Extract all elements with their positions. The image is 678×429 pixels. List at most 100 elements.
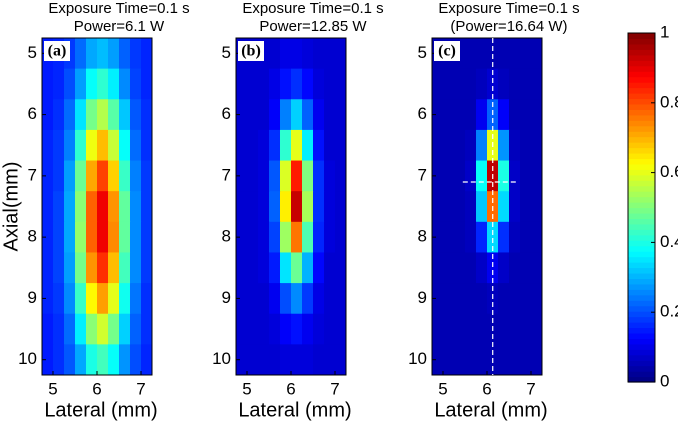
colorbar-swatch [628,305,655,312]
heat-cell [75,160,87,192]
heat-cell [280,344,292,376]
heat-cell [520,38,532,70]
panel-label: (c) [438,43,456,60]
colorbar-swatch [628,65,655,72]
colorbar-swatch [628,76,655,83]
heat-cell [130,252,142,284]
heat-cell [531,344,543,376]
heat-cell [269,283,281,315]
heat-cell [130,99,142,131]
heat-cell [313,68,325,100]
heat-cell [476,221,488,253]
colorbar-swatch [628,131,655,138]
heat-cell [141,68,153,100]
colorbar-swatch [628,49,655,56]
colorbar-swatch [628,365,655,372]
heat-cell [443,344,455,376]
heat-cell [531,221,543,253]
panel-subtitle: (Power=16.64 W) [450,18,567,35]
heat-cell [86,221,98,253]
x-axis-label: Lateral (mm) [434,399,547,421]
heat-cell [324,191,336,223]
heat-cell [86,160,98,192]
y-tick-label: 10 [212,349,231,368]
heat-cell [280,283,292,315]
heat-cell [108,252,120,284]
heat-cell [75,344,87,376]
heat-cell [42,129,54,162]
heat-cell [97,283,109,315]
heat-cell [476,191,488,223]
heat-cell [42,160,54,192]
heat-cell [75,38,87,70]
heat-cell [324,68,336,100]
colorbar-swatch [628,245,655,252]
heat-cell [119,38,131,70]
x-tick-label: 7 [136,379,145,398]
heat-cell [313,160,325,192]
heat-cell [509,313,521,345]
heat-cell [291,160,303,192]
colorbar-swatch [628,294,655,301]
y-tick-label: 8 [418,227,427,246]
y-tick-label: 7 [418,165,427,184]
heat-cell [269,191,281,223]
heat-cell [313,221,325,253]
heat-cell [313,38,325,70]
heat-cell [443,99,455,131]
heat-cell [531,99,543,131]
heat-cell [97,191,109,223]
heat-cell [64,160,76,192]
heat-cell [280,38,292,70]
y-tick-label: 9 [28,288,37,307]
colorbar-swatch [628,202,655,209]
heat-cell [454,68,466,100]
heat-cell [97,99,109,131]
heat-cell [119,68,131,100]
heat-cell [42,191,54,223]
x-axis-label: Lateral (mm) [44,399,157,421]
heat-cell [119,283,131,315]
heat-cell [291,68,303,100]
heat-cell [64,313,76,345]
heat-cell [64,221,76,253]
heat-cell [236,129,248,162]
heat-cell [324,221,336,253]
heat-cell [141,221,153,253]
heat-cell [86,191,98,223]
colorbar-swatch [628,54,655,61]
heat-cell [520,160,532,192]
colorbar-tick-label: 0.2 [660,302,678,321]
heat-cell [247,252,259,284]
heat-cell [269,221,281,253]
heat-cell [498,283,510,315]
heat-cell [86,313,98,345]
colorbar-swatch [628,371,655,378]
colorbar-swatch [628,158,655,165]
x-tick-label: 5 [48,379,57,398]
colorbar-swatch [628,163,655,170]
heat-cell [335,38,347,70]
heat-cell [108,38,120,70]
heat-cell [335,283,347,315]
colorbar-swatch [628,267,655,274]
heat-cell [280,129,292,162]
heat-cell [432,283,444,315]
heat-cell [531,313,543,345]
heat-cell [335,191,347,223]
heat-cell [42,68,54,100]
x-tick-label: 6 [286,379,295,398]
heat-cell [498,129,510,162]
heat-cell [443,191,455,223]
colorbar-swatch [628,278,655,285]
heat-cell [531,129,543,162]
heat-cell [119,99,131,131]
x-axis-label: Lateral (mm) [238,399,351,421]
colorbar-swatch [628,92,655,100]
heat-cell [291,38,303,70]
heat-cell [130,38,142,70]
heat-cell [269,99,281,131]
heat-cell [487,68,499,100]
heat-cell [75,129,87,162]
y-tick-label: 8 [222,227,231,246]
